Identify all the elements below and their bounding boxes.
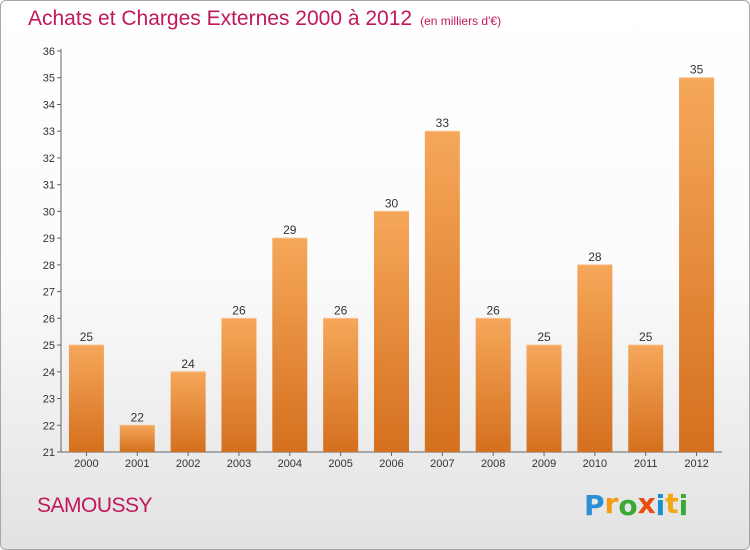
bars [68, 77, 715, 452]
data-label: 29 [283, 223, 297, 237]
bar [221, 318, 257, 452]
bar [323, 318, 359, 452]
data-label: 26 [487, 303, 501, 317]
x-tick-label: 2002 [176, 458, 200, 470]
place-name: SAMOUSSY [37, 494, 153, 517]
y-tick-label: 22 [43, 420, 55, 432]
chart-title: Achats et Charges Externes 2000 à 2012 (e… [28, 7, 501, 31]
x-tick-label: 2001 [125, 458, 149, 470]
logo-letter: P [584, 489, 605, 522]
x-tick-label: 2010 [583, 458, 607, 470]
y-tick-label: 32 [43, 153, 55, 165]
data-label: 24 [181, 357, 195, 371]
logo-letter: r [604, 487, 619, 520]
proxiti-logo[interactable]: Proxiti [584, 487, 689, 522]
x-tick-label: 2009 [532, 458, 556, 470]
logo-letter: t [665, 487, 679, 520]
x-tick-label: 2005 [328, 458, 352, 470]
data-label: 25 [639, 330, 653, 344]
chart-subtitle: (en milliers d'€) [420, 14, 502, 28]
logo-letter: o [618, 489, 638, 522]
bar [577, 264, 613, 452]
logo-letter: x [637, 487, 656, 520]
y-tick-label: 25 [43, 340, 55, 352]
data-label: 26 [232, 303, 246, 317]
y-tick-label: 36 [43, 46, 55, 58]
bar [526, 345, 562, 452]
y-tick-label: 31 [43, 180, 55, 192]
y-tick-label: 23 [43, 394, 55, 406]
data-label: 25 [80, 330, 94, 344]
labels: 2000 25 2001 22 2002 24 2003 26 2004 29 2005 26 2006… [74, 63, 709, 470]
y-tick-label: 26 [43, 313, 55, 325]
bar [119, 425, 155, 452]
y-tick-label: 28 [43, 260, 55, 272]
y-tick-label: 35 [43, 73, 55, 85]
y-tick-label: 34 [43, 99, 55, 111]
data-label: 33 [436, 116, 450, 130]
bar [374, 211, 409, 452]
x-tick-label: 2012 [684, 458, 708, 470]
bar [475, 318, 511, 452]
bar [628, 345, 664, 452]
y-tick-label: 21 [43, 447, 55, 459]
bar [679, 77, 715, 452]
chart-title-text: Achats et Charges Externes 2000 à 2012 [28, 7, 413, 30]
bar [272, 238, 308, 452]
data-label: 26 [334, 303, 348, 317]
logo-letter: i [678, 489, 689, 522]
logo-letter: i [655, 489, 666, 522]
data-label: 22 [131, 410, 145, 424]
data-label: 25 [537, 330, 551, 344]
x-tick-label: 2000 [74, 458, 98, 470]
x-tick-label: 2006 [379, 458, 403, 470]
x-tick-label: 2003 [227, 458, 251, 470]
x-tick-label: 2011 [634, 458, 658, 470]
data-label: 30 [385, 196, 399, 210]
y-tick-label: 24 [43, 367, 55, 379]
x-tick-label: 2008 [481, 458, 505, 470]
bar [170, 371, 206, 452]
x-tick-label: 2007 [430, 458, 454, 470]
y-tick-label: 27 [43, 287, 55, 299]
bar [68, 345, 104, 452]
y-tick-label: 29 [43, 233, 55, 245]
x-tick-label: 2004 [278, 458, 302, 470]
bar [424, 131, 460, 452]
data-label: 28 [588, 250, 602, 264]
data-label: 35 [690, 63, 704, 77]
y-tick-label: 33 [43, 126, 55, 138]
y-tick-label: 30 [43, 206, 55, 218]
